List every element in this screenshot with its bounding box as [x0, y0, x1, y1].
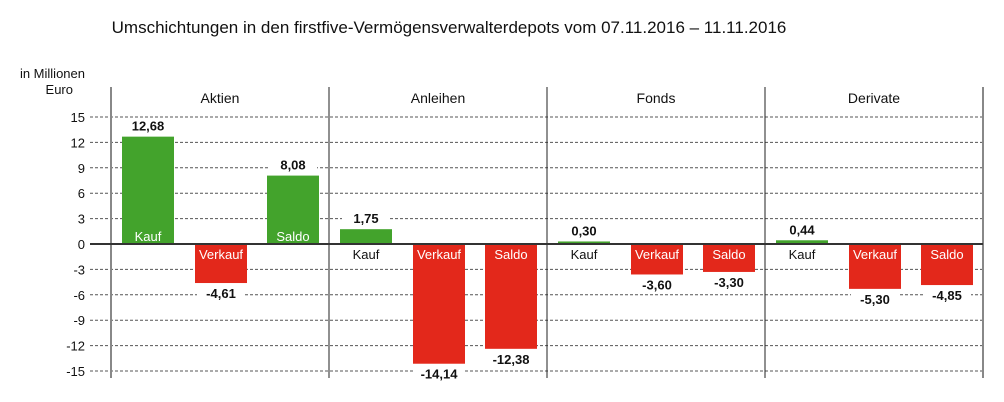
y-tick-label: 6 — [78, 186, 85, 201]
bar-derivate-verkauf — [849, 244, 901, 289]
value-label: 8,08 — [280, 158, 305, 173]
bar-aktien-kauf — [122, 136, 174, 244]
y-axis-label-line2: Euro — [46, 82, 73, 97]
bar-fonds-kauf — [558, 241, 610, 244]
value-label: 0,44 — [789, 222, 815, 237]
panel-title: Fonds — [637, 90, 676, 106]
value-label: 12,68 — [132, 119, 165, 134]
value-label: -12,38 — [493, 352, 530, 367]
bar-category-label: Saldo — [276, 229, 309, 244]
value-label-bg — [923, 288, 971, 304]
bar-category-label: Verkauf — [635, 247, 679, 262]
value-label-bg — [633, 277, 681, 293]
bar-anleihen-saldo — [485, 244, 537, 349]
bar-derivate-saldo — [921, 244, 973, 286]
bar-fonds-saldo — [703, 244, 755, 272]
value-label-bg — [124, 118, 172, 134]
y-tick-label: -9 — [73, 313, 85, 328]
panel-title: Derivate — [848, 90, 900, 106]
bar-category-label: Saldo — [494, 247, 527, 262]
value-label: -3,60 — [642, 277, 672, 292]
chart-title: Umschichtungen in den firstfive-Vermögen… — [112, 18, 787, 37]
bar-category-label: Kauf — [789, 247, 816, 262]
value-label: -3,30 — [714, 275, 744, 290]
bar-category-label: Saldo — [930, 247, 963, 262]
bar-category-label: Kauf — [571, 247, 598, 262]
y-tick-label: -6 — [73, 288, 85, 303]
y-tick-label: -12 — [66, 339, 85, 354]
value-label-bg — [851, 291, 899, 307]
bar-category-label: Verkauf — [853, 247, 897, 262]
bar-aktien-saldo — [267, 175, 319, 244]
y-tick-label: 15 — [71, 110, 85, 125]
y-tick-label: -3 — [73, 262, 85, 277]
y-axis-label-line1: in Millionen — [20, 66, 85, 81]
value-label: -14,14 — [421, 367, 459, 382]
value-label-bg — [197, 286, 245, 302]
bar-derivate-kauf — [776, 240, 828, 244]
value-label: 1,75 — [353, 211, 378, 226]
bar-category-label: Verkauf — [417, 247, 461, 262]
bar-anleihen-verkauf — [413, 244, 465, 364]
value-label: -4,85 — [932, 288, 962, 303]
y-tick-label: 9 — [78, 161, 85, 176]
value-label-bg — [778, 222, 826, 238]
bar-category-label: Saldo — [712, 247, 745, 262]
y-tick-label: 0 — [78, 237, 85, 252]
bar-anleihen-kauf — [340, 229, 392, 244]
value-label-bg — [342, 211, 390, 227]
bar-category-label: Kauf — [353, 247, 380, 262]
value-label: -4,61 — [206, 286, 236, 301]
value-label-bg — [487, 351, 535, 367]
bar-aktien-verkauf — [195, 244, 247, 284]
bar-fonds-verkauf — [631, 244, 683, 275]
y-tick-label: 3 — [78, 212, 85, 227]
value-label: -5,30 — [860, 292, 890, 307]
value-label-bg — [269, 157, 317, 173]
value-label-bg — [415, 366, 463, 382]
panel-title: Anleihen — [411, 90, 466, 106]
value-label-bg — [705, 274, 753, 290]
y-tick-label: 12 — [71, 135, 85, 150]
bar-category-label: Kauf — [135, 229, 162, 244]
panel-title: Aktien — [201, 90, 240, 106]
value-label: 0,30 — [571, 223, 596, 238]
y-tick-label: -15 — [66, 364, 85, 379]
value-label-bg — [560, 223, 608, 239]
bar-category-label: Verkauf — [199, 247, 243, 262]
